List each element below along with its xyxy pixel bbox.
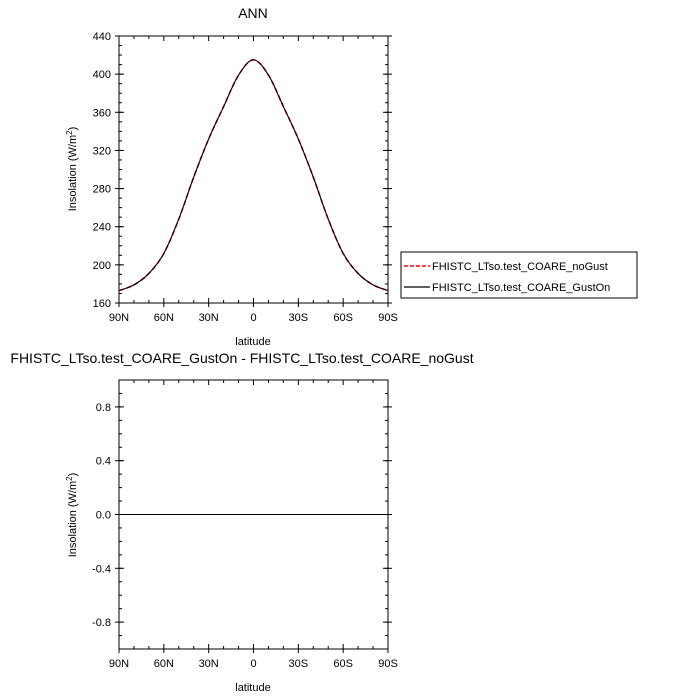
- x-tick-label: 90S: [378, 658, 398, 670]
- bottom-x-axis-label: latitude: [235, 682, 270, 694]
- series-line-1: [118, 59, 389, 292]
- bottom-chart-title: FHISTC_LTso.test_COARE_GustOn - FHISTC_L…: [10, 350, 473, 366]
- top-plot-frame: [118, 35, 389, 304]
- bottom-panel: FHISTC_LTso.test_COARE_GustOn - FHISTC_L…: [10, 350, 473, 694]
- x-tick-label: 90S: [378, 312, 398, 324]
- series-line-0: [118, 59, 389, 292]
- top-chart-title: ANN: [238, 5, 268, 21]
- top-x-axis-label: latitude: [235, 336, 270, 348]
- x-tick-label: 30N: [199, 312, 219, 324]
- x-tick-label: 90N: [109, 658, 129, 670]
- y-tick-label: -0.4: [92, 563, 111, 575]
- y-tick-label: 200: [93, 260, 111, 272]
- x-tick-label: 60N: [154, 658, 174, 670]
- y-tick-label: 440: [93, 31, 111, 43]
- y-tick-label: 0.4: [96, 456, 111, 468]
- x-tick-label: 90N: [109, 312, 129, 324]
- legend-label-nogust: FHISTC_LTso.test_COARE_noGust: [432, 261, 608, 273]
- y-tick-label: 280: [93, 184, 111, 196]
- y-tick-label: 0.0: [96, 510, 111, 522]
- y-tick-label: 400: [93, 69, 111, 81]
- x-tick-label: 60S: [333, 658, 353, 670]
- bottom-y-axis-label: Insolation (W/m2): [65, 473, 79, 558]
- legend-label-guston: FHISTC_LTso.test_COARE_GustOn: [432, 282, 610, 294]
- y-tick-label: 360: [93, 107, 111, 119]
- top-series-lines: [118, 59, 389, 292]
- x-tick-label: 60N: [154, 312, 174, 324]
- x-tick-label: 0: [250, 312, 256, 324]
- top-panel: ANN 90N 60N 30N 0 30S 60S 90S 160 200 240 280 320 36…: [65, 5, 398, 348]
- y-tick-label: 0.8: [96, 402, 111, 414]
- top-axis-ticks: 90N 60N 30N 0 30S 60S 90S 160 200 240 280 320 360 400…: [93, 31, 398, 324]
- x-tick-label: 0: [250, 658, 256, 670]
- x-tick-label: 30S: [289, 312, 309, 324]
- legend: FHISTC_LTso.test_COARE_noGust FHISTC_LTs…: [400, 251, 638, 299]
- y-tick-label: 240: [93, 222, 111, 234]
- y-tick-label: -0.8: [92, 617, 111, 629]
- y-tick-label: 320: [93, 145, 111, 157]
- y-tick-label: 160: [93, 298, 111, 310]
- bottom-axis-ticks: 90N 60N 30N 0 30S 60S 90S -0.8 -0.4 0.0 0.4 0.8: [92, 379, 398, 670]
- x-tick-label: 30S: [289, 658, 309, 670]
- x-tick-label: 30N: [199, 658, 219, 670]
- x-tick-label: 60S: [333, 312, 353, 324]
- top-y-axis-label: Insolation (W/m2): [65, 127, 79, 212]
- legend-box: [400, 251, 638, 299]
